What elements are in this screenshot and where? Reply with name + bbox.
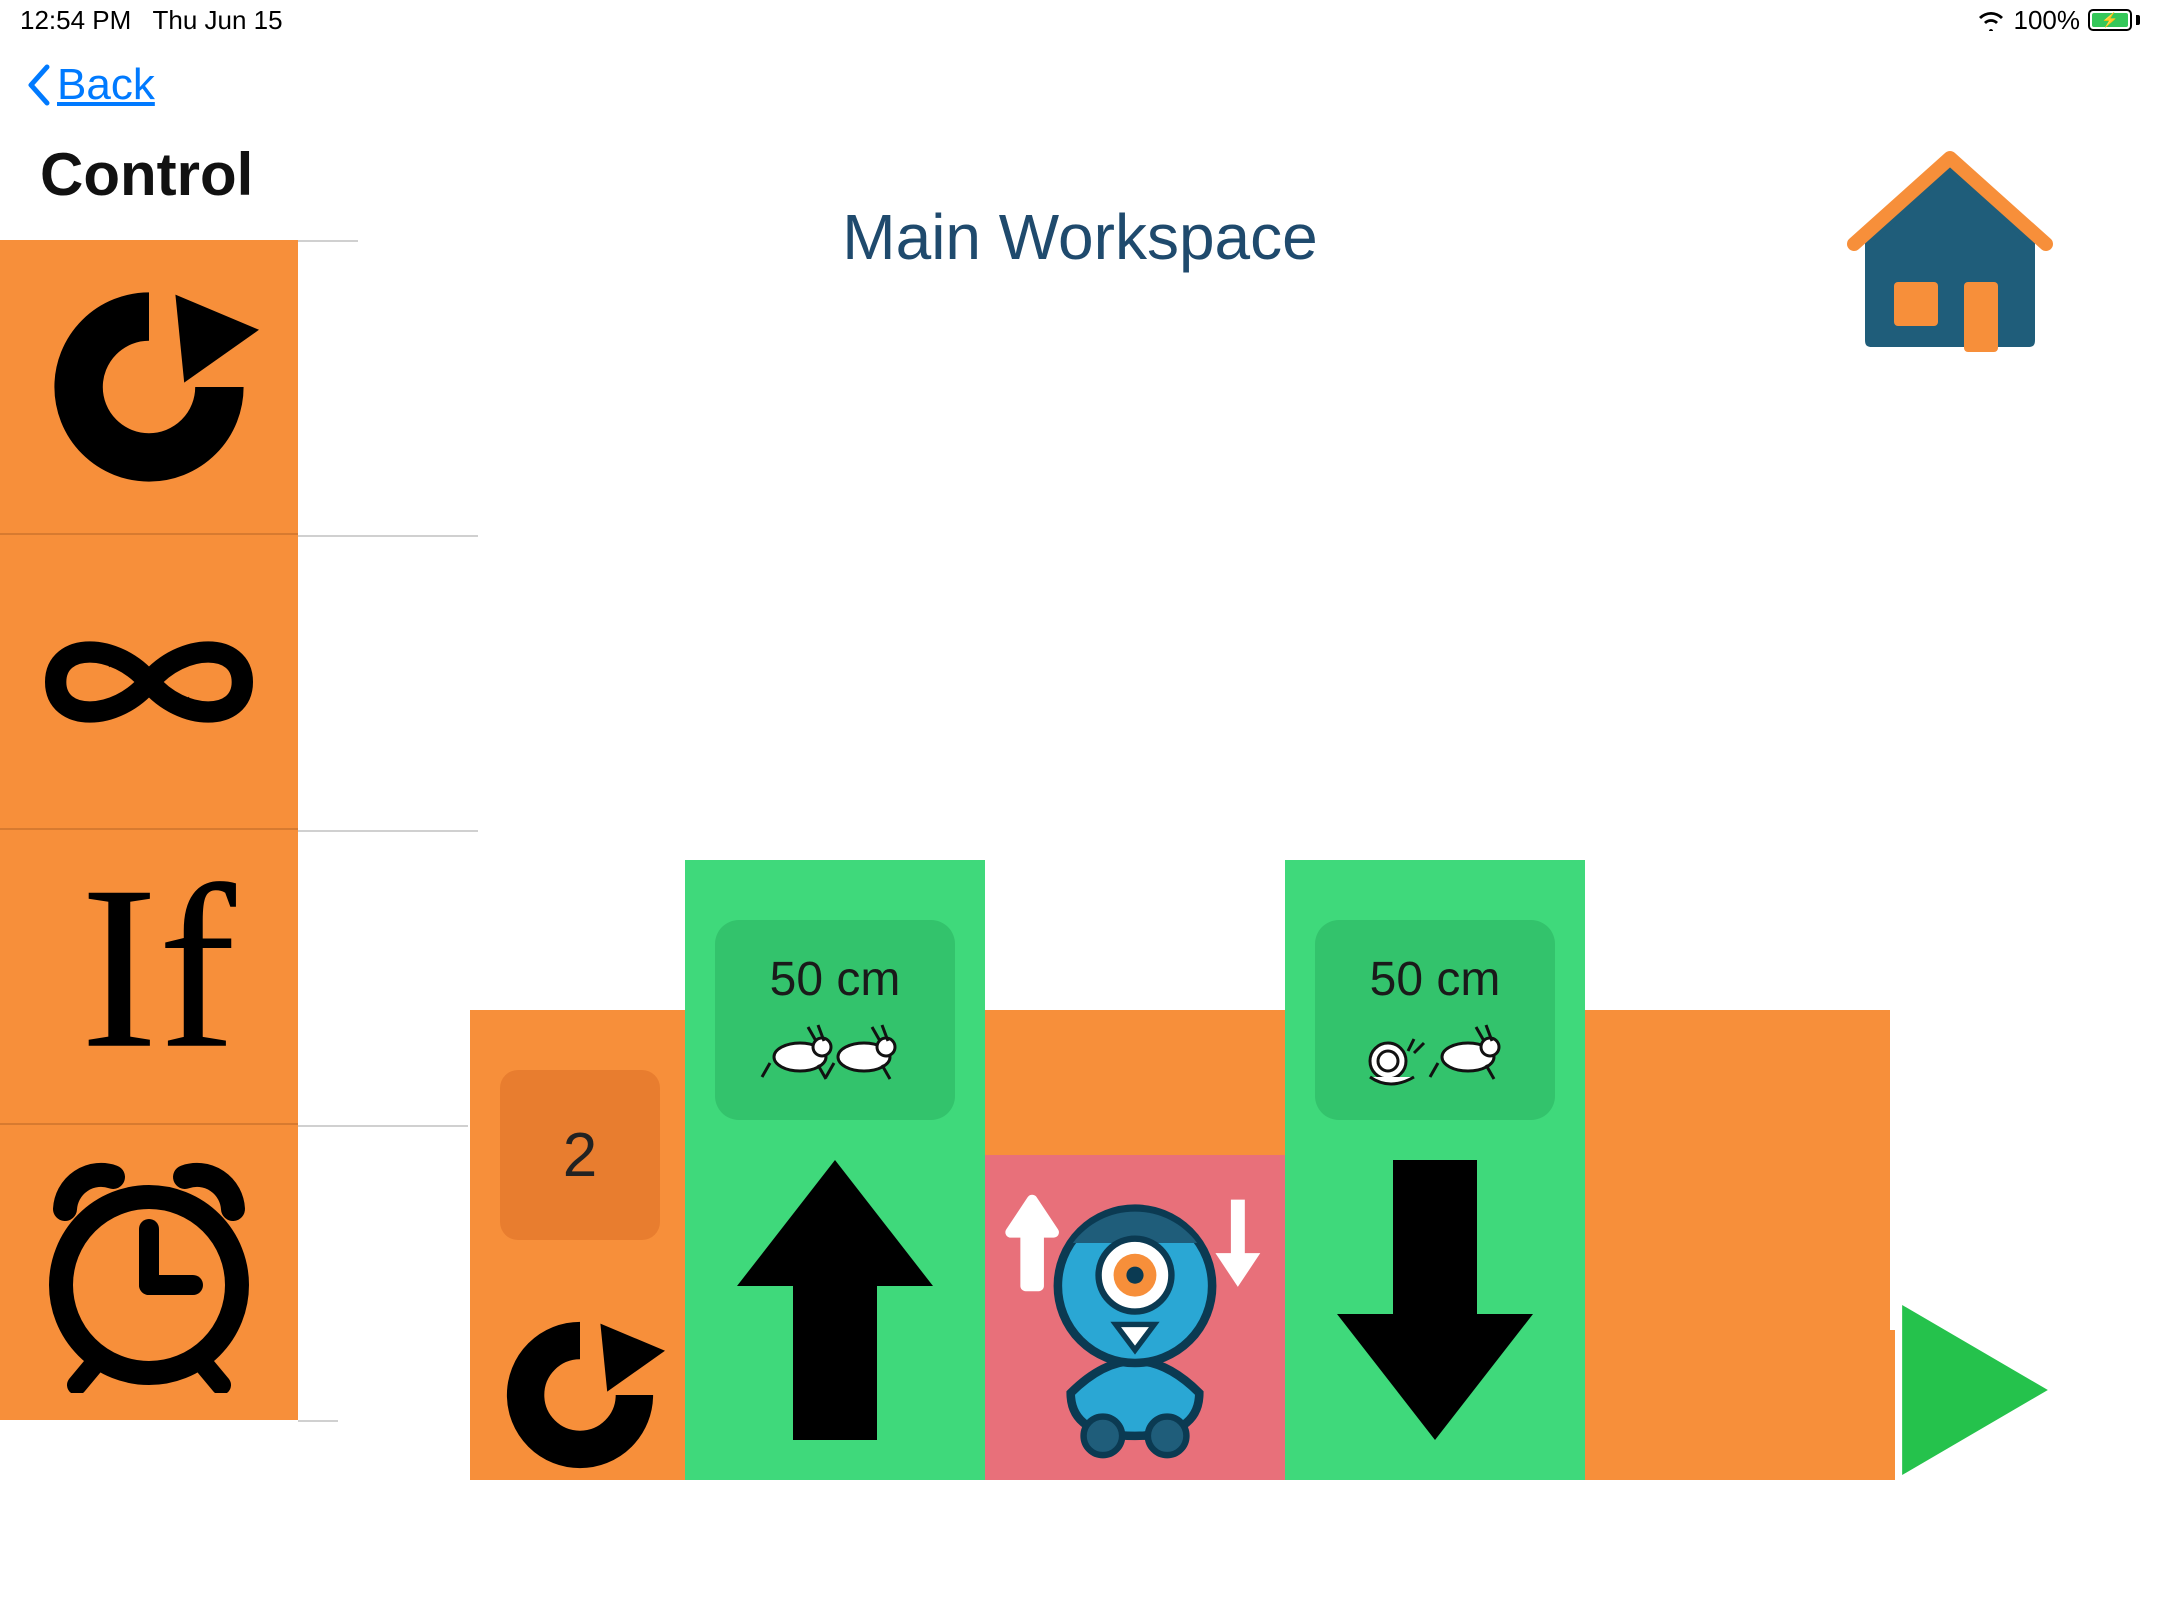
move-forward-params[interactable]: 50 cm xyxy=(715,920,955,1120)
battery-icon: ⚡ xyxy=(2088,9,2140,31)
sidebar-item-repeat[interactable] xyxy=(0,240,298,535)
alarm-clock-icon xyxy=(29,1153,269,1393)
head-nod-block[interactable] xyxy=(985,1155,1285,1480)
status-date: Thu Jun 15 xyxy=(153,5,283,35)
infinity-icon xyxy=(29,612,269,752)
home-icon xyxy=(1840,140,2060,360)
distance-label: 50 cm xyxy=(1370,952,1501,1007)
svg-text:If: If xyxy=(80,867,236,1087)
sidebar-item-wait[interactable] xyxy=(0,1125,298,1420)
chevron-left-icon xyxy=(25,63,53,107)
move-forward-block[interactable]: 50 cm xyxy=(685,860,985,1480)
divider xyxy=(298,240,358,242)
play-button[interactable] xyxy=(1895,1300,2055,1480)
workspace-title: Main Workspace xyxy=(842,200,1317,274)
divider xyxy=(298,1420,338,1422)
home-button[interactable] xyxy=(1840,140,2060,360)
repeat-count[interactable]: 2 xyxy=(500,1070,660,1240)
status-time: 12:54 PM xyxy=(20,5,131,35)
arrow-down-icon xyxy=(1335,1160,1535,1440)
sidebar-item-if[interactable]: If xyxy=(0,830,298,1125)
if-icon: If xyxy=(59,867,239,1087)
repeat-tail xyxy=(1565,1330,1895,1480)
move-backward-block[interactable]: 50 cm xyxy=(1285,860,1585,1480)
repeat-block-icon-wrap xyxy=(480,1310,680,1480)
battery-percent: 100% xyxy=(2014,5,2081,36)
sidebar-item-forever[interactable] xyxy=(0,535,298,830)
arrow-up-icon xyxy=(735,1160,935,1440)
sidebar: If xyxy=(0,240,298,1420)
wifi-icon xyxy=(1976,9,2006,31)
back-button[interactable]: Back xyxy=(25,60,155,110)
move-backward-params[interactable]: 50 cm xyxy=(1315,920,1555,1120)
status-bar: 12:54 PM Thu Jun 15 100% ⚡ xyxy=(0,0,2160,40)
status-time-date: 12:54 PM Thu Jun 15 xyxy=(20,5,283,36)
speed-fast-icon xyxy=(760,1019,910,1089)
sidebar-title: Control xyxy=(40,140,253,209)
speed-slow-icon xyxy=(1360,1019,1510,1089)
distance-label: 50 cm xyxy=(770,952,901,1007)
divider xyxy=(298,535,478,537)
divider xyxy=(298,1125,468,1127)
play-icon xyxy=(1900,1305,2050,1475)
repeat-icon xyxy=(39,277,259,497)
divider xyxy=(298,830,478,832)
repeat-icon xyxy=(480,1310,680,1480)
repeat-count-value: 2 xyxy=(563,1120,597,1191)
back-label: Back xyxy=(57,60,155,110)
robot-nod-icon xyxy=(995,1168,1275,1468)
